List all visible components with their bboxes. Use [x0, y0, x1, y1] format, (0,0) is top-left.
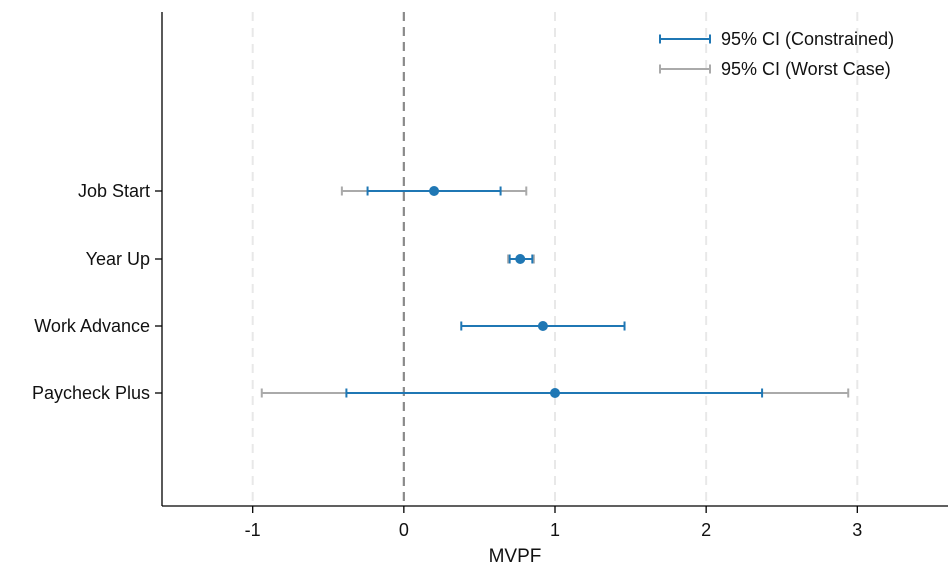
point-estimate — [550, 388, 560, 398]
legend-label: 95% CI (Constrained) — [721, 29, 894, 49]
y-tick-label: Year Up — [86, 249, 150, 269]
labels: -1 0 1 2 3 MVPF Job Start Year Up Work Advance Pa… — [32, 181, 862, 567]
x-axis-title: MVPF — [489, 546, 542, 567]
x-tick-label: 3 — [852, 520, 862, 540]
y-tick-label: Paycheck Plus — [32, 383, 150, 403]
grid-lines — [251, 12, 859, 506]
x-tick-label: 1 — [550, 520, 560, 540]
y-tick-label: Job Start — [78, 181, 150, 201]
x-tick-label: 2 — [701, 520, 711, 540]
legend-label: 95% CI (Worst Case) — [721, 59, 891, 79]
axes — [155, 12, 948, 513]
point-estimate — [537, 321, 548, 331]
legend: 95% CI (Constrained) 95% CI (Worst Case) — [659, 29, 894, 79]
y-tick-label: Work Advance — [34, 316, 150, 336]
data-marks — [260, 186, 850, 398]
x-tick-label: -1 — [245, 520, 261, 540]
point-estimate — [429, 186, 440, 196]
point-estimate — [515, 254, 526, 264]
x-tick-label: 0 — [399, 520, 409, 540]
